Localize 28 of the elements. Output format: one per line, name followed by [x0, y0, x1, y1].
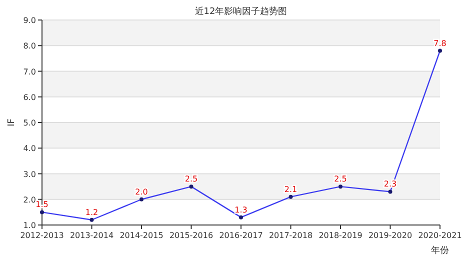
data-label: 1.2 [85, 208, 98, 217]
x-tick-label: 2012-2013 [20, 231, 64, 240]
y-axis-title: IF [7, 118, 17, 126]
text: 6.0 [23, 92, 36, 102]
text: 2.0 [23, 195, 36, 204]
text: 8.0 [23, 42, 36, 51]
text: 9.0 [23, 16, 36, 25]
x-tick-label: 2018-2019 [318, 231, 362, 240]
x-tick-label: 2013-2014 [70, 231, 114, 240]
text: 5.0 [23, 118, 36, 128]
data-label: 2.1 [284, 184, 298, 194]
text: 3.0 [23, 170, 36, 179]
x-tick-label: 2020-2021 [418, 231, 462, 240]
text: 1.0 [23, 221, 36, 230]
data-label: 2.5 [334, 174, 347, 184]
x-tick-label: 2016-2017 [219, 231, 263, 240]
x-tick-label: 2015-2016 [169, 231, 214, 240]
text: 7.0 [23, 67, 36, 76]
text: 4.0 [23, 144, 36, 154]
x-tick-label: 2019-2020 [368, 231, 412, 240]
data-label: 2.5 [184, 174, 198, 184]
x-axis-title: 年份 [431, 245, 449, 256]
x-tick-label: 2017-2018 [268, 231, 313, 240]
data-label: 2.0 [135, 187, 148, 196]
chart-title: 近12年影响因子趋势图 [194, 6, 288, 17]
data-label: 1.3 [234, 205, 248, 214]
data-label: 7.8 [434, 38, 446, 48]
x-tick-label: 2014-2015 [120, 231, 164, 240]
